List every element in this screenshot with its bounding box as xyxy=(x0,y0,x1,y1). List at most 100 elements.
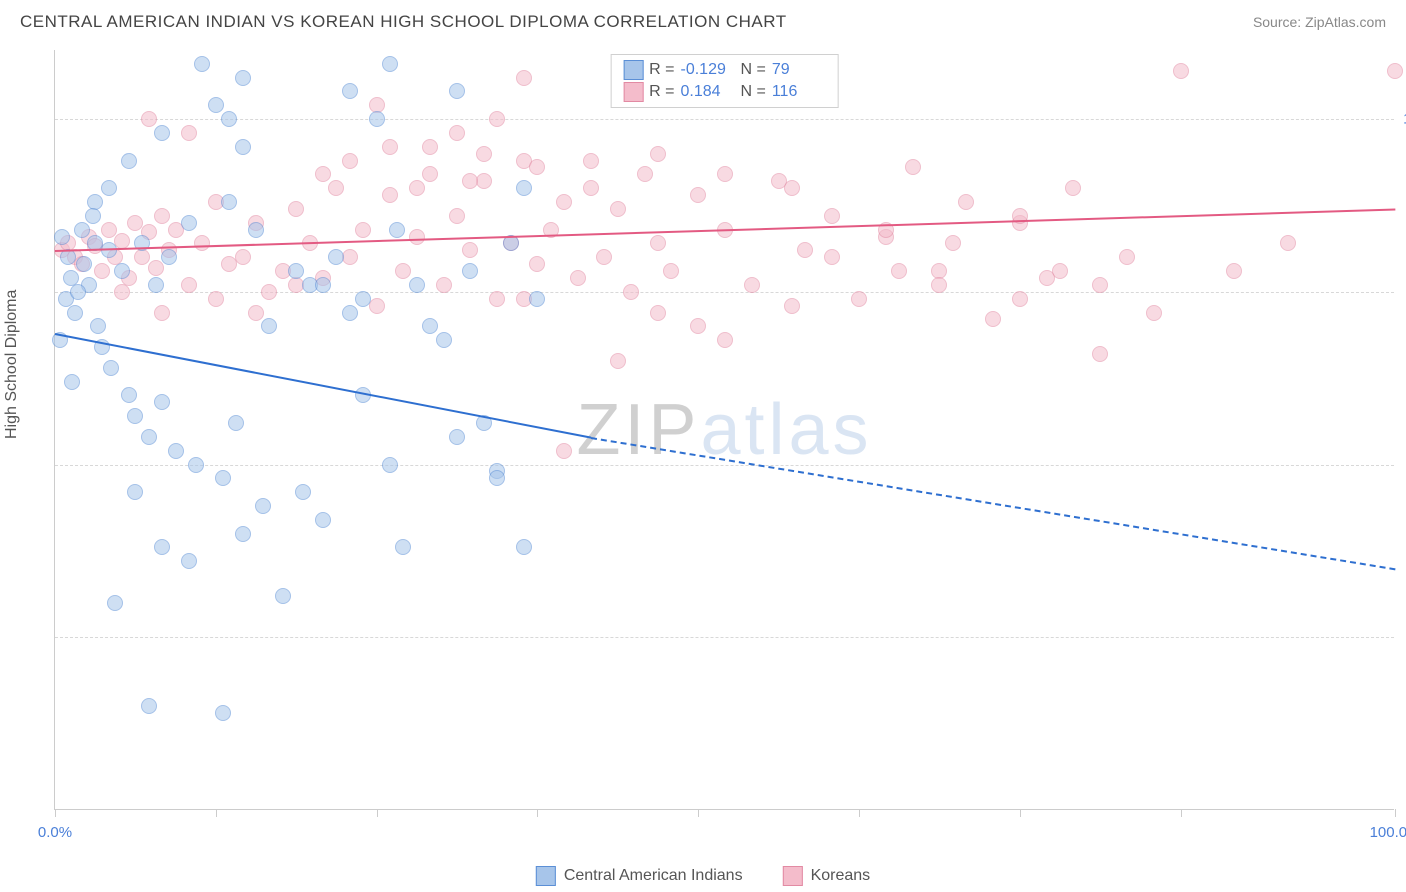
data-point xyxy=(94,263,110,279)
data-point xyxy=(181,553,197,569)
data-point xyxy=(64,374,80,390)
data-point xyxy=(382,457,398,473)
data-point xyxy=(409,229,425,245)
data-point xyxy=(583,180,599,196)
data-point xyxy=(90,318,106,334)
n-label: N = xyxy=(741,83,766,101)
data-point xyxy=(255,498,271,514)
data-point xyxy=(208,97,224,113)
data-point xyxy=(931,277,947,293)
data-point xyxy=(824,208,840,224)
data-point xyxy=(650,146,666,162)
r-value-b: 0.184 xyxy=(681,83,735,101)
legend-item-b: Koreans xyxy=(783,866,871,886)
data-point xyxy=(181,125,197,141)
data-point xyxy=(154,125,170,141)
data-point xyxy=(382,139,398,155)
data-point xyxy=(436,277,452,293)
r-label: R = xyxy=(649,83,674,101)
data-point xyxy=(556,194,572,210)
data-point xyxy=(409,180,425,196)
data-point xyxy=(188,457,204,473)
legend-row-a: R = -0.129 N = 79 xyxy=(623,59,826,81)
data-point xyxy=(389,222,405,238)
xtick-label: 0.0% xyxy=(38,824,72,841)
data-point xyxy=(215,470,231,486)
data-point xyxy=(784,298,800,314)
data-point xyxy=(295,484,311,500)
data-point xyxy=(328,249,344,265)
data-point xyxy=(570,270,586,286)
data-point xyxy=(462,173,478,189)
scatter-plot-area: ZIPatlas R = -0.129 N = 79 R = 0.184 N =… xyxy=(54,50,1394,810)
data-point xyxy=(556,443,572,459)
gridline xyxy=(55,292,1394,293)
gridline xyxy=(55,637,1394,638)
data-point xyxy=(148,260,164,276)
data-point xyxy=(107,595,123,611)
data-point xyxy=(596,249,612,265)
data-point xyxy=(235,70,251,86)
data-point xyxy=(462,263,478,279)
data-point xyxy=(489,111,505,127)
data-point xyxy=(1280,235,1296,251)
data-point xyxy=(395,263,411,279)
data-point xyxy=(1092,346,1108,362)
data-point xyxy=(288,201,304,217)
data-point xyxy=(275,588,291,604)
data-point xyxy=(583,153,599,169)
data-point xyxy=(529,291,545,307)
data-point xyxy=(797,242,813,258)
legend-row-b: R = 0.184 N = 116 xyxy=(623,81,826,103)
data-point xyxy=(154,305,170,321)
data-point xyxy=(462,242,478,258)
data-point xyxy=(181,277,197,293)
data-point xyxy=(228,415,244,431)
data-point xyxy=(154,394,170,410)
data-point xyxy=(891,263,907,279)
data-point xyxy=(121,153,137,169)
data-point xyxy=(1226,263,1242,279)
data-point xyxy=(235,526,251,542)
data-point xyxy=(85,208,101,224)
data-point xyxy=(148,277,164,293)
xtick xyxy=(1020,809,1021,817)
n-value-b: 116 xyxy=(772,83,826,101)
data-point xyxy=(101,222,117,238)
data-point xyxy=(784,180,800,196)
data-point xyxy=(248,222,264,238)
data-point xyxy=(637,166,653,182)
legend-item-a: Central American Indians xyxy=(536,866,743,886)
data-point xyxy=(717,332,733,348)
data-point xyxy=(516,70,532,86)
data-point xyxy=(422,318,438,334)
gridline xyxy=(55,465,1394,466)
swatch-b xyxy=(623,82,643,102)
y-axis-label: High School Diploma xyxy=(3,290,21,439)
data-point xyxy=(958,194,974,210)
data-point xyxy=(1012,291,1028,307)
data-point xyxy=(355,291,371,307)
data-point xyxy=(114,284,130,300)
swatch-a xyxy=(623,60,643,80)
swatch-a xyxy=(536,866,556,886)
data-point xyxy=(744,277,760,293)
data-point xyxy=(161,249,177,265)
n-label: N = xyxy=(741,61,766,79)
data-point xyxy=(436,332,452,348)
data-point xyxy=(194,56,210,72)
data-point xyxy=(1387,63,1403,79)
data-point xyxy=(690,187,706,203)
correlation-legend: R = -0.129 N = 79 R = 0.184 N = 116 xyxy=(610,54,839,108)
data-point xyxy=(851,291,867,307)
data-point xyxy=(154,208,170,224)
source-attribution: Source: ZipAtlas.com xyxy=(1253,14,1386,30)
data-point xyxy=(221,194,237,210)
data-point xyxy=(342,153,358,169)
data-point xyxy=(369,111,385,127)
data-point xyxy=(114,263,130,279)
series-legend: Central American Indians Koreans xyxy=(536,866,870,886)
data-point xyxy=(70,284,86,300)
data-point xyxy=(1119,249,1135,265)
data-point xyxy=(121,387,137,403)
